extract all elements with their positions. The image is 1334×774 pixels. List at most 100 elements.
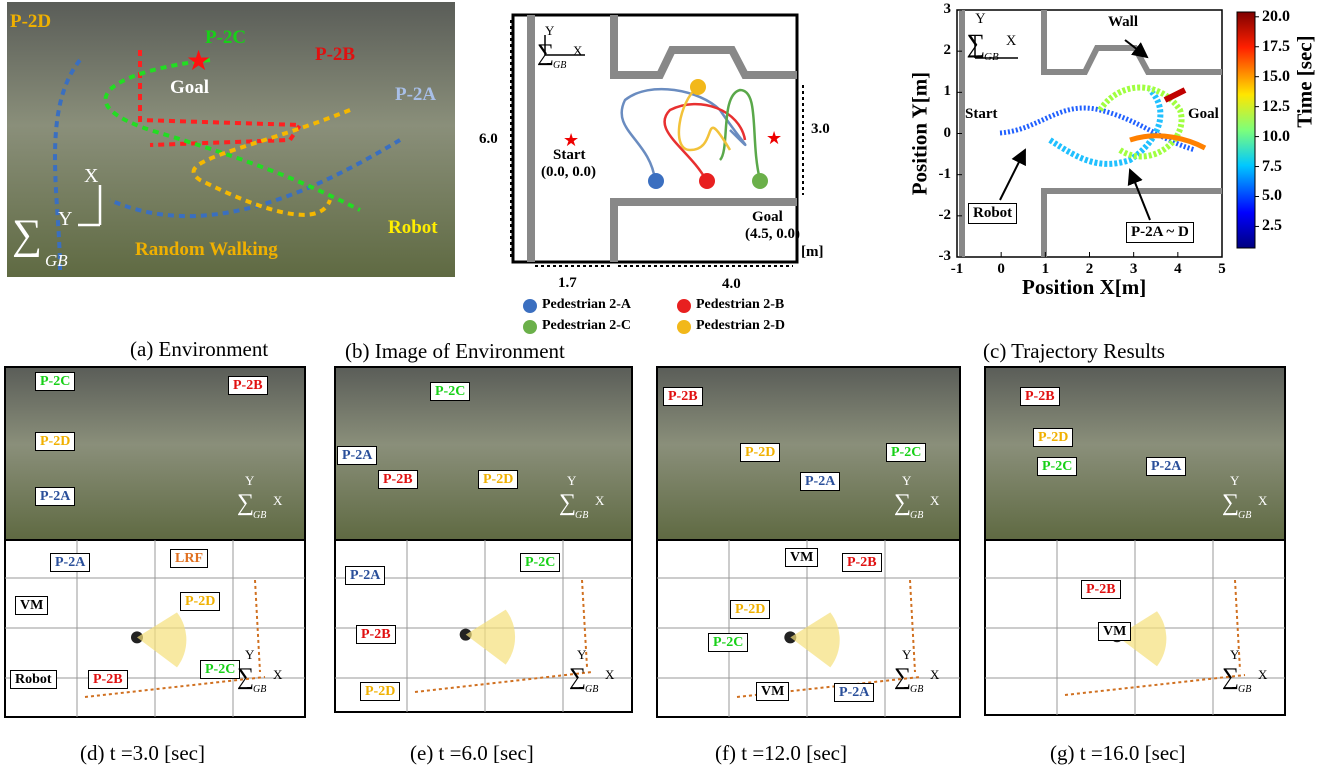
label: P-2A xyxy=(800,472,840,491)
label: Y xyxy=(58,208,72,230)
axis-name: X xyxy=(930,494,939,508)
label: Goal xyxy=(1188,106,1219,123)
axis-name: X xyxy=(605,668,614,682)
frame-symbol: ∑ xyxy=(966,29,985,58)
label: P-2C xyxy=(708,633,748,652)
axis-name: Y xyxy=(902,474,911,488)
label: P-2D xyxy=(35,432,75,451)
pedestrian xyxy=(699,173,715,189)
label: P-2A xyxy=(395,85,436,106)
frame-subscript: GB xyxy=(575,510,588,521)
legend-marker xyxy=(523,299,537,313)
legend-label: Pedestrian 2-D xyxy=(696,318,785,333)
label: P-2C xyxy=(520,553,560,572)
legend-marker xyxy=(677,299,691,313)
axis-name: Y xyxy=(545,24,554,38)
colorbar-tick-label: 2.5 xyxy=(1262,217,1282,235)
frame-subscript: GB xyxy=(553,60,566,71)
caption: (b) Image of Environment xyxy=(345,340,565,363)
pedestrian xyxy=(690,79,706,95)
axis-name: Y xyxy=(975,12,985,28)
label: Goal xyxy=(752,209,783,226)
label: P-2A xyxy=(50,553,90,572)
legend-label: Pedestrian 2-C xyxy=(542,318,631,333)
label: Random Walking xyxy=(135,240,278,261)
pedestrian xyxy=(752,173,768,189)
label: Robot xyxy=(968,203,1017,224)
label: Start xyxy=(965,106,998,123)
wall xyxy=(614,15,797,75)
axis-name: Y xyxy=(245,648,254,662)
frame-symbol: ∑ xyxy=(537,40,554,66)
legend-label: Pedestrian 2-A xyxy=(542,297,631,312)
label: P-2C xyxy=(430,382,470,401)
frame-symbol: ∑ xyxy=(1222,664,1239,690)
y-tick-label: -2 xyxy=(925,207,951,224)
colorbar xyxy=(1237,12,1255,248)
axis-name: X xyxy=(1258,668,1267,682)
label: P-2B xyxy=(315,45,355,66)
caption: (g) t =16.0 [sec] xyxy=(1050,742,1185,765)
label: P-2B xyxy=(1081,580,1121,599)
frame-subscript: GB xyxy=(984,51,999,63)
x-tick-label: -1 xyxy=(949,261,965,278)
label: VM xyxy=(15,596,48,615)
trajectory xyxy=(679,88,730,150)
x-tick-label: 0 xyxy=(993,261,1009,278)
label: P-2B xyxy=(378,470,418,489)
label: LRF xyxy=(170,549,208,568)
frame-symbol: ∑ xyxy=(894,490,911,516)
y-tick-label: -3 xyxy=(925,248,951,265)
label: P-2C xyxy=(200,660,240,679)
frame-symbol: ∑ xyxy=(237,664,254,690)
frame-symbol: ∑ xyxy=(569,664,586,690)
axis-name: X xyxy=(1258,494,1267,508)
label: P-2B xyxy=(842,553,882,572)
axis-name: Y xyxy=(567,474,576,488)
colorbar-tick-label: 5.0 xyxy=(1262,187,1282,205)
y-axis-title: Position Y[m] xyxy=(908,64,931,204)
label: P-2A xyxy=(337,446,377,465)
x-tick-label: 4 xyxy=(1170,261,1186,278)
axis-name: Y xyxy=(902,648,911,662)
frame-symbol: ∑ xyxy=(237,490,254,516)
label: P-2B xyxy=(356,625,396,644)
caption: (e) t =6.0 [sec] xyxy=(410,742,534,765)
frame-subscript: GB xyxy=(910,510,923,521)
caption: (f) t =12.0 [sec] xyxy=(715,742,847,765)
legend-marker xyxy=(523,320,537,334)
label: P-2D xyxy=(360,682,400,701)
colorbar-tick-label: 10.0 xyxy=(1262,128,1290,146)
label: P-2A xyxy=(345,566,385,585)
y-tick-label: 2 xyxy=(925,42,951,59)
label: 6.0 xyxy=(479,131,498,148)
label: (4.5, 0.0) xyxy=(745,226,800,243)
frame-subscript: GB xyxy=(585,684,598,695)
label: P-2C xyxy=(1037,457,1077,476)
axis-name: Y xyxy=(1230,648,1239,662)
axis-name: Y xyxy=(577,648,586,662)
frame-subscript: GB xyxy=(1238,510,1251,521)
label: 1.7 xyxy=(558,275,577,292)
y-tick-label: 3 xyxy=(925,1,951,18)
label: 3.0 xyxy=(811,121,830,138)
frame-subscript: GB xyxy=(253,684,266,695)
label: P-2A xyxy=(35,487,75,506)
colorbar-title: Time [sec] xyxy=(1293,27,1316,137)
label: (0.0, 0.0) xyxy=(541,164,596,181)
pedestrian xyxy=(648,173,664,189)
label: [m] xyxy=(801,244,824,261)
axis-name: X xyxy=(595,494,604,508)
axis-name: X xyxy=(573,44,582,58)
label: P-2C xyxy=(886,443,926,462)
label: Robot xyxy=(10,670,57,689)
label: P-2B xyxy=(88,670,128,689)
label: P-2B xyxy=(663,387,703,406)
label: P-2D xyxy=(1033,428,1073,447)
label: P-2D xyxy=(478,470,518,489)
frame-subscript: GB xyxy=(910,684,923,695)
axis-name: X xyxy=(273,494,282,508)
frame-symbol: ∑ xyxy=(1222,490,1239,516)
caption: (a) Environment xyxy=(130,338,268,361)
colorbar-tick-label: 20.0 xyxy=(1262,8,1290,26)
